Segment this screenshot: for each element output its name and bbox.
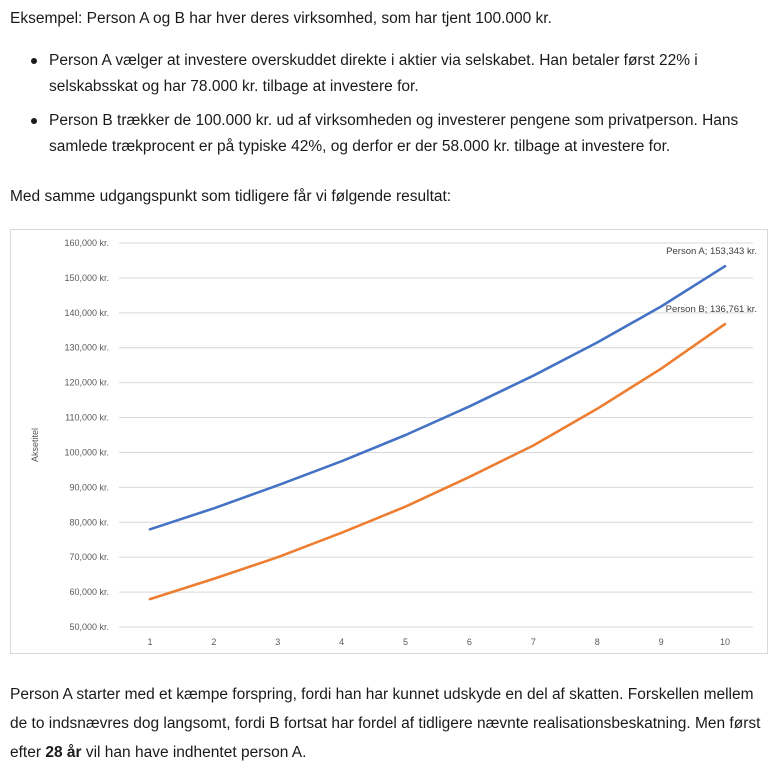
x-tick-label: 9 <box>659 637 664 647</box>
x-tick-label: 5 <box>403 637 408 647</box>
y-tick-label: 140,000 kr. <box>64 308 109 318</box>
y-tick-label: 120,000 kr. <box>64 378 109 388</box>
outro-paragraph: Person A starter med et kæmpe forspring,… <box>10 680 770 767</box>
series-line-person-b <box>148 322 727 601</box>
x-tick-label: 1 <box>147 637 152 647</box>
x-tick-label: 8 <box>595 637 600 647</box>
outro-text-before: Person A starter med et kæmpe forspring,… <box>10 686 761 761</box>
bullet-text: Person B trækker de 100.000 kr. ud af vi… <box>49 112 739 155</box>
x-tick-label: 4 <box>339 637 344 647</box>
y-tick-label: 80,000 kr. <box>69 517 109 527</box>
bullet-item-person-b: Person B trækker de 100.000 kr. ud af vi… <box>0 108 776 160</box>
y-tick-label: 90,000 kr. <box>69 482 109 492</box>
outro-text-after: vil han have indhentet person A. <box>81 744 307 761</box>
bullet-text: Person A vælger at investere overskuddet… <box>49 52 698 95</box>
bullet-dot-icon <box>31 118 37 124</box>
lead-text: Med samme udgangspunkt som tidligere får… <box>10 188 452 205</box>
x-tick-label: 2 <box>211 637 216 647</box>
bullet-list: Person A vælger at investere overskuddet… <box>0 48 776 168</box>
y-tick-label: 150,000 kr. <box>64 273 109 283</box>
y-tick-label: 60,000 kr. <box>69 587 109 597</box>
data-label-person-b: Person B; 136,761 kr. <box>666 304 757 315</box>
bullet-item-person-a: Person A vælger at investere overskuddet… <box>0 48 776 100</box>
outro-bold-years: 28 år <box>45 744 82 761</box>
y-tick-label: 50,000 kr. <box>69 622 109 632</box>
series-line-person-a <box>148 264 727 531</box>
x-tick-label: 6 <box>467 637 472 647</box>
y-tick-label: 100,000 kr. <box>64 447 109 457</box>
line-chart: 50,000 kr. 60,000 kr. 70,000 kr. 80,000 kr.… <box>10 229 768 654</box>
x-tick-label: 3 <box>275 637 280 647</box>
y-axis-title: Aksetitel <box>30 428 40 462</box>
y-tick-label: 110,000 kr. <box>65 413 109 423</box>
y-tick-label: 160,000 kr. <box>64 238 109 248</box>
x-tick-label: 10 <box>720 637 730 647</box>
bullet-dot-icon <box>31 58 37 64</box>
y-tick-label: 70,000 kr. <box>69 552 109 562</box>
data-label-person-a: Person A; 153,343 kr. <box>666 246 757 257</box>
intro-text: Eksempel: Person A og B har hver deres v… <box>10 10 552 27</box>
y-tick-label: 130,000 kr. <box>64 343 109 353</box>
x-tick-label: 7 <box>531 637 536 647</box>
chart-svg: 50,000 kr. 60,000 kr. 70,000 kr. 80,000 kr.… <box>30 238 757 647</box>
